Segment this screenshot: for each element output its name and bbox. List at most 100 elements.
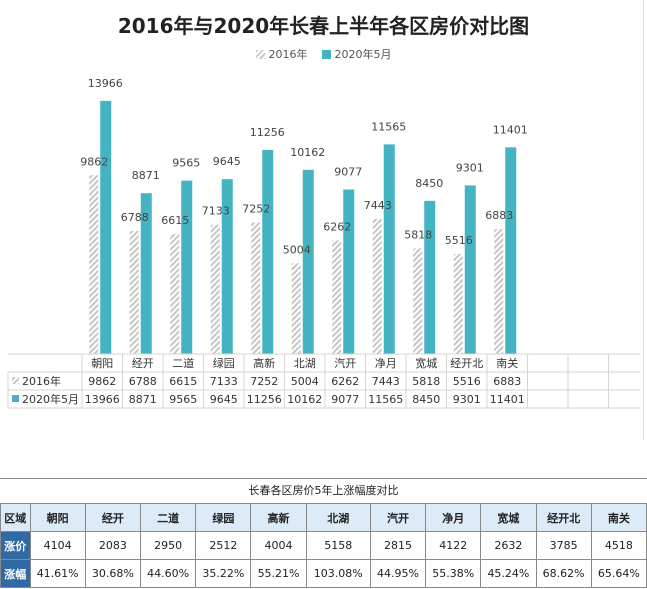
- growth-cell: 35.22%: [196, 560, 251, 588]
- category-label-5: 北湖: [294, 357, 316, 370]
- bar-2020-2: [181, 181, 192, 354]
- category-label-2: 二道: [172, 356, 194, 370]
- category-label-4: 高新: [253, 356, 275, 370]
- data-label-2020-5: 10162: [290, 146, 325, 159]
- growth-cell: 2512: [196, 532, 251, 560]
- category-label-9: 经开北: [450, 357, 483, 370]
- growth-cell: 2632: [481, 532, 536, 560]
- table-2020-value-2: 9565: [169, 393, 197, 406]
- growth-header-label: 区域: [1, 504, 31, 532]
- category-label-0: 朝阳: [91, 357, 113, 370]
- growth-cell: 4518: [591, 532, 646, 560]
- bar-2016-7: [373, 219, 382, 354]
- growth-cell: 65.64%: [591, 560, 646, 588]
- growth-cell: 41.61%: [30, 560, 85, 588]
- data-label-2016-2: 6615: [161, 214, 189, 227]
- growth-cell: 4004: [251, 532, 306, 560]
- growth-cell: 44.60%: [141, 560, 196, 588]
- growth-header-district: 净月: [426, 504, 481, 532]
- table-2020-value-10: 11401: [490, 393, 525, 406]
- chart-frame: 2016年与2020年长春上半年各区房价对比图 2016年 2020年5月 98…: [0, 0, 644, 440]
- bar-2016-5: [292, 263, 301, 354]
- data-label-2016-6: 6262: [323, 221, 351, 234]
- data-label-2020-0: 13966: [88, 77, 123, 90]
- bar-2020-5: [303, 170, 314, 354]
- bar-2020-8: [424, 201, 435, 354]
- data-label-2020-10: 11401: [493, 123, 528, 136]
- growth-header-district: 北湖: [306, 504, 370, 532]
- growth-cell: 55.21%: [251, 560, 306, 588]
- category-label-6: 汽开: [334, 356, 356, 370]
- table-2020-value-6: 9077: [331, 393, 359, 406]
- data-label-2020-1: 8871: [132, 169, 160, 182]
- data-label-2016-7: 7443: [364, 199, 392, 212]
- growth-cell: 5158: [306, 532, 370, 560]
- table-2020-value-1: 8871: [129, 393, 157, 406]
- growth-cell: 4104: [30, 532, 85, 560]
- growth-header-district: 经开: [85, 504, 140, 532]
- table-2020-value-4: 11256: [247, 393, 282, 406]
- growth-header-district: 二道: [141, 504, 196, 532]
- growth-header-district: 绿园: [196, 504, 251, 532]
- bar-chart: 9862 13966 6788 8871 6615 9565 7133 9645 7252 112…: [0, 0, 643, 440]
- growth-cell: 45.24%: [481, 560, 536, 588]
- bar-2020-4: [262, 150, 273, 354]
- growth-cell: 2083: [85, 532, 140, 560]
- data-label-2016-0: 9862: [80, 155, 108, 168]
- bar-2020-9: [465, 185, 476, 354]
- data-label-2016-4: 7252: [242, 203, 270, 216]
- bar-2020-0: [100, 101, 111, 354]
- growth-header-district: 汽开: [370, 504, 425, 532]
- growth-header-district: 宽城: [481, 504, 536, 532]
- table-2020-value-7: 11565: [368, 393, 403, 406]
- data-label-2016-1: 6788: [121, 211, 149, 224]
- category-label-1: 经开: [132, 357, 154, 370]
- data-label-2016-8: 5818: [404, 229, 432, 242]
- data-label-2020-9: 9301: [456, 161, 484, 174]
- growth-cell: 30.68%: [85, 560, 140, 588]
- growth-cell: 4122: [426, 532, 481, 560]
- table-key-2020: [12, 395, 19, 402]
- bar-2016-2: [170, 234, 179, 354]
- category-label-8: 宽城: [415, 356, 437, 370]
- bar-2020-10: [505, 147, 516, 354]
- table-2016-value-6: 6262: [331, 375, 359, 388]
- growth-row-label: 涨幅: [1, 560, 31, 588]
- table-2016-value-8: 5818: [412, 375, 440, 388]
- table-2020-value-5: 10162: [287, 393, 322, 406]
- table-key-2016: [12, 377, 19, 384]
- bar-2020-7: [384, 144, 395, 354]
- category-label-7: 净月: [375, 356, 397, 370]
- bar-2016-8: [413, 249, 422, 354]
- table-2016-value-10: 6883: [493, 375, 521, 388]
- growth-cell: 103.08%: [306, 560, 370, 588]
- data-label-2016-5: 5004: [283, 243, 311, 256]
- data-label-2020-2: 9565: [172, 157, 200, 170]
- bar-2016-4: [251, 223, 260, 354]
- bar-2020-6: [343, 189, 354, 354]
- table-2016-value-3: 7133: [210, 375, 238, 388]
- growth-row: 涨幅 41.61% 30.68% 44.60% 35.22% 55.21% 103.08% 4…: [1, 560, 647, 588]
- growth-row-label: 涨价: [1, 532, 31, 560]
- growth-cell: 44.95%: [370, 560, 425, 588]
- table-2020-value-3: 9645: [210, 393, 238, 406]
- table-2020-value-0: 13966: [85, 393, 120, 406]
- data-label-2016-3: 7133: [202, 205, 230, 218]
- data-label-2016-9: 5516: [445, 234, 473, 247]
- growth-cell: 55.38%: [426, 560, 481, 588]
- table-series-label-2016: 2016年: [22, 374, 61, 388]
- growth-cell: 2950: [141, 532, 196, 560]
- table-2020-value-9: 9301: [453, 393, 481, 406]
- table-2016-value-9: 5516: [453, 375, 481, 388]
- category-label-3: 绿园: [213, 356, 235, 370]
- data-label-2016-10: 6883: [485, 209, 513, 222]
- bar-2016-10: [494, 229, 503, 354]
- data-label-2020-3: 9645: [213, 155, 241, 168]
- table-2016-value-5: 5004: [291, 375, 319, 388]
- bar-2016-6: [332, 241, 341, 354]
- growth-header-row: 区域 朝阳 经开 二道 绿园 高新 北湖 汽开 净月 宽城 经开北 南关: [1, 504, 647, 532]
- bar-2016-3: [211, 225, 220, 354]
- table-2016-value-0: 9862: [88, 375, 116, 388]
- growth-row: 涨价 4104 2083 2950 2512 4004 5158 2815 4122 2632 37…: [1, 532, 647, 560]
- table-2020-value-8: 8450: [412, 393, 440, 406]
